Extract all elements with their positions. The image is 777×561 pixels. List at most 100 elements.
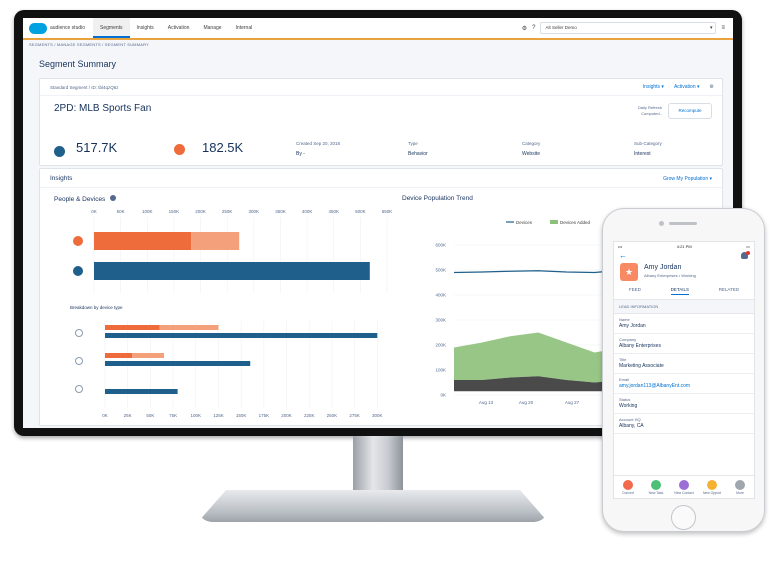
help-icon[interactable]: ? xyxy=(532,25,536,31)
x-tick-label: 250K xyxy=(222,209,233,214)
x-tick-label: 150K xyxy=(236,413,247,418)
insights-dropdown[interactable]: Insights ▾ xyxy=(642,84,664,90)
devices-icon xyxy=(174,144,185,155)
tab-manage[interactable]: Manage xyxy=(203,25,222,31)
tab-insights[interactable]: Insights xyxy=(136,25,154,31)
subcategory-value: Interest xyxy=(634,151,651,157)
field-company: Company Albany Enterprises xyxy=(614,334,754,354)
speaker xyxy=(669,222,697,225)
field-label: Company xyxy=(619,337,637,342)
tab-feed[interactable]: FEED xyxy=(628,287,641,292)
people-devices-chart: 0K 50K 100K 150K 200K 250K 300K 350K 400K 450K 500… xyxy=(73,209,393,293)
lead-tabs: FEED DETAILS RELATED xyxy=(614,287,754,295)
divider xyxy=(40,95,722,96)
x-tick-label: Aug 27 xyxy=(565,400,580,405)
nav-tabs: Segments Insights Activation Manage Inte… xyxy=(93,18,259,38)
x-tick-label: 350K xyxy=(275,209,286,214)
desktop-icon xyxy=(75,329,83,337)
device-count: 182.5K xyxy=(202,140,244,155)
settings-icon[interactable]: ⚙ xyxy=(521,25,528,32)
tab-internal[interactable]: Internal xyxy=(235,25,253,31)
segment-type-id: Standard Segment / ID: tbl4qzQ6z xyxy=(50,85,119,90)
tab-details[interactable]: DETAILS xyxy=(670,287,689,295)
type-label: Type xyxy=(408,141,418,146)
bar xyxy=(105,325,160,330)
x-tick-label: 450K xyxy=(328,209,339,214)
new-opportunity-button[interactable]: New Opport xyxy=(700,479,724,495)
bar xyxy=(159,325,219,330)
people-count: 517.7K xyxy=(76,140,118,155)
tablet-icon xyxy=(75,385,83,393)
breakdown-chart: 0K 25K 50K 75K 100K 125K 150K 175K 200K 225K 250K 2… xyxy=(75,321,383,418)
field-label: Email xyxy=(619,377,630,382)
x-tick-label: 300K xyxy=(249,209,260,214)
field-value: Marketing Associate xyxy=(619,363,664,369)
field-label: Account HQ xyxy=(619,417,641,422)
field-value: Amy Jordan xyxy=(619,323,646,329)
back-arrow-icon[interactable]: ← xyxy=(619,251,627,260)
new-contact-button[interactable]: New Contact xyxy=(672,479,696,495)
x-tick-label: 200K xyxy=(281,413,292,418)
x-tick-label: 300K xyxy=(372,413,383,418)
info-icon[interactable] xyxy=(110,195,117,201)
breadcrumb[interactable]: SEGMENTS / MANAGE SEGMENTS / SEGMENT SUM… xyxy=(29,42,150,47)
new-opportunity-icon xyxy=(707,479,717,490)
home-button[interactable] xyxy=(671,505,696,530)
page-title: Segment Summary xyxy=(39,59,117,69)
x-tick-label: 275K xyxy=(349,413,360,418)
lead-name: Amy Jordan xyxy=(644,264,682,271)
grow-population-dropdown[interactable]: Grow My Population ▾ xyxy=(663,176,712,182)
bar xyxy=(94,262,370,280)
status-bar: ••• 4:21 PM ▭ xyxy=(614,242,754,251)
notification-bell-icon[interactable] xyxy=(741,252,748,259)
created-by: By - xyxy=(296,151,305,157)
more-button[interactable]: More xyxy=(728,479,752,495)
devices-icon xyxy=(73,236,83,246)
recompute-button[interactable]: Recompute xyxy=(668,103,712,119)
field-value: Working xyxy=(619,403,638,409)
x-tick-label: 100K xyxy=(142,209,153,214)
bar xyxy=(94,232,192,250)
app-name: audience studio xyxy=(50,25,86,31)
convert-icon xyxy=(623,479,633,490)
y-tick-label: 100K xyxy=(435,368,446,373)
x-tick-label: 25K xyxy=(124,413,132,418)
new-contact-icon xyxy=(679,479,689,490)
action-bar: Convert New Task New Contact New Opport … xyxy=(614,475,754,498)
org-select[interactable]: Alt Seller Demo xyxy=(540,22,717,34)
field-label: Name xyxy=(619,317,630,322)
tab-segments[interactable]: Segments xyxy=(93,18,130,38)
menu-icon[interactable]: ≡ xyxy=(721,25,725,31)
convert-button[interactable]: Convert xyxy=(616,479,640,495)
tab-related[interactable]: RELATED xyxy=(718,287,740,292)
settings-icon[interactable]: ⚙ xyxy=(709,84,714,90)
people-icon xyxy=(54,146,65,157)
bar xyxy=(191,232,240,250)
mobile-icon xyxy=(75,357,83,365)
x-tick-label: 550K xyxy=(382,209,393,214)
battery-icon: ▭ xyxy=(746,244,750,249)
legend-marker xyxy=(550,220,558,224)
tab-activation[interactable]: Activation xyxy=(167,25,190,31)
x-tick-label: 75K xyxy=(169,413,177,418)
trend-title: Device Population Trend xyxy=(402,195,473,202)
email-link[interactable]: amy.jordan113@AlbanyEnt.com xyxy=(619,383,691,389)
y-tick-label: 600K xyxy=(435,243,446,248)
more-icon xyxy=(735,479,745,490)
bar xyxy=(105,361,251,366)
x-tick-label: 50K xyxy=(146,413,154,418)
segment-header-card: Standard Segment / ID: tbl4qzQ6z Insight… xyxy=(39,78,723,166)
legend-label: Devices Added xyxy=(560,220,591,225)
x-tick-label: Aug 20 xyxy=(519,400,534,405)
divider xyxy=(40,187,722,188)
field-value: Albany Enterprises xyxy=(619,343,661,349)
new-task-button[interactable]: New Task xyxy=(644,479,668,495)
lead-subtitle: Albany Enterprises • Working xyxy=(644,273,696,278)
phone-frame: ••• 4:21 PM ▭ ← ★ Amy Jordan Albany Ente… xyxy=(602,208,765,532)
salesforce-logo-icon[interactable] xyxy=(29,22,47,34)
status-time: 4:21 PM xyxy=(676,244,692,249)
y-tick-label: 400K xyxy=(435,293,446,298)
refresh-status: Daily Refresh Computed - xyxy=(637,105,662,116)
activation-dropdown[interactable]: Activation ▾ xyxy=(673,84,700,90)
bar xyxy=(132,353,164,358)
